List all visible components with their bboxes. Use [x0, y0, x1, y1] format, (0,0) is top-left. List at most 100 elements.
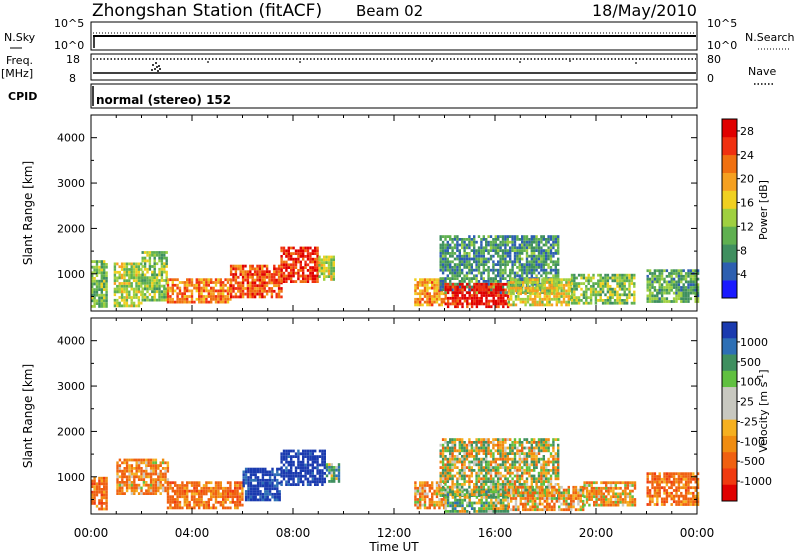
velocity-data-cell — [140, 461, 143, 465]
power-data-cell — [497, 274, 500, 278]
velocity-data-cell — [130, 483, 134, 487]
velocity-data-cell — [438, 506, 441, 510]
velocity-data-cell — [280, 474, 283, 478]
power-data-cell — [163, 253, 166, 257]
power-data-cell — [549, 249, 553, 252]
power-data-cell — [453, 252, 457, 255]
power-data-cell — [234, 287, 238, 290]
power-data-cell — [692, 269, 695, 273]
power-data-cell — [528, 238, 531, 241]
velocity-data-cell — [480, 457, 483, 461]
power-data-cell — [516, 254, 519, 258]
velocity-data-cell — [533, 474, 536, 478]
velocity-data-cell — [188, 506, 191, 510]
power-data-cell — [536, 278, 539, 282]
velocity-data-cell — [105, 485, 108, 488]
velocity-data-cell — [440, 492, 443, 496]
power-data-cell — [304, 255, 307, 258]
power-data-cell — [125, 287, 129, 291]
power-data-cell — [237, 281, 240, 285]
power-data-cell — [439, 243, 442, 247]
velocity-data-cell — [439, 452, 442, 455]
power-data-cell — [143, 273, 147, 277]
power-data-cell — [135, 279, 138, 283]
power-data-cell — [146, 276, 149, 280]
velocity-data-cell — [264, 490, 267, 493]
power-data-cell — [494, 246, 497, 250]
velocity-data-cell — [497, 471, 500, 475]
velocity-data-cell — [287, 460, 290, 464]
power-data-cell — [454, 285, 457, 289]
velocity-data-cell — [266, 481, 269, 485]
power-data-cell — [302, 280, 305, 283]
power-data-cell — [687, 300, 690, 303]
velocity-data-cell — [314, 480, 317, 484]
power-data-cell — [444, 280, 447, 283]
power-data-cell — [103, 293, 106, 297]
power-data-cell — [171, 281, 174, 284]
power-data-cell — [440, 300, 443, 304]
velocity-data-cell — [423, 503, 427, 507]
power-data-cell — [651, 272, 654, 275]
power-data-cell — [158, 295, 161, 299]
power-data-cell — [160, 284, 164, 288]
power-data-cell — [171, 278, 174, 282]
power-data-cell — [680, 297, 683, 301]
power-data-cell — [682, 294, 685, 298]
power-data-cell — [555, 281, 558, 284]
velocity-data-cell — [244, 481, 248, 485]
power-data-cell — [282, 252, 286, 255]
velocity-data-cell — [137, 492, 141, 495]
velocity-data-cell — [198, 500, 201, 504]
power-data-cell — [125, 268, 129, 271]
velocity-data-cell — [128, 467, 131, 470]
velocity-data-cell — [463, 460, 466, 464]
power-data-cell — [646, 294, 649, 298]
velocity-data-cell — [485, 483, 488, 486]
velocity-data-cell — [451, 446, 454, 450]
velocity-data-cell — [176, 492, 179, 496]
velocity-data-cell — [178, 500, 182, 504]
velocity-data-cell — [311, 466, 314, 470]
velocity-data-cell — [513, 457, 517, 461]
velocity-data-cell — [321, 480, 324, 484]
power-data-cell — [128, 290, 131, 294]
power-data-cell — [487, 274, 490, 278]
velocity-data-cell — [278, 495, 281, 499]
velocity-data-cell — [475, 491, 478, 495]
velocity-data-cell — [449, 463, 452, 467]
power-data-cell — [118, 296, 121, 299]
power-data-cell — [195, 283, 198, 287]
power-data-cell — [207, 281, 210, 284]
velocity-data-cell — [461, 477, 464, 481]
power-data-cell — [103, 265, 106, 269]
velocity-data-cell — [453, 463, 457, 467]
power-data-cell — [599, 296, 602, 299]
velocity-data-cell — [511, 441, 514, 444]
power-data-cell — [280, 260, 283, 264]
power-data-cell — [171, 283, 174, 287]
noise-panel: N.Sky 10^5 10^0 10^5 10^0 N.Search — [4, 17, 795, 52]
power-data-cell — [475, 291, 478, 294]
power-data-cell — [504, 260, 507, 264]
power-data-cell — [548, 286, 551, 290]
velocity-data-cell — [297, 466, 300, 470]
power-data-cell — [224, 283, 227, 287]
power-data-cell — [141, 251, 144, 254]
power-data-cell — [268, 273, 271, 276]
power-data-cell — [188, 289, 191, 293]
power-data-cell — [416, 303, 419, 307]
power-data-cell — [95, 260, 99, 263]
power-data-cell — [623, 273, 626, 277]
velocity-data-cell — [419, 481, 422, 485]
power-data-cell — [423, 300, 427, 304]
power-data-cell — [270, 281, 274, 285]
velocity-data-cell — [224, 489, 227, 493]
power-data-cell — [540, 238, 543, 241]
power-data-cell — [606, 301, 610, 305]
power-data-cell — [545, 257, 548, 261]
power-data-cell — [473, 296, 476, 300]
velocity-data-cell — [290, 472, 293, 475]
velocity-data-cell — [236, 506, 239, 510]
velocity-data-cell — [118, 469, 122, 473]
